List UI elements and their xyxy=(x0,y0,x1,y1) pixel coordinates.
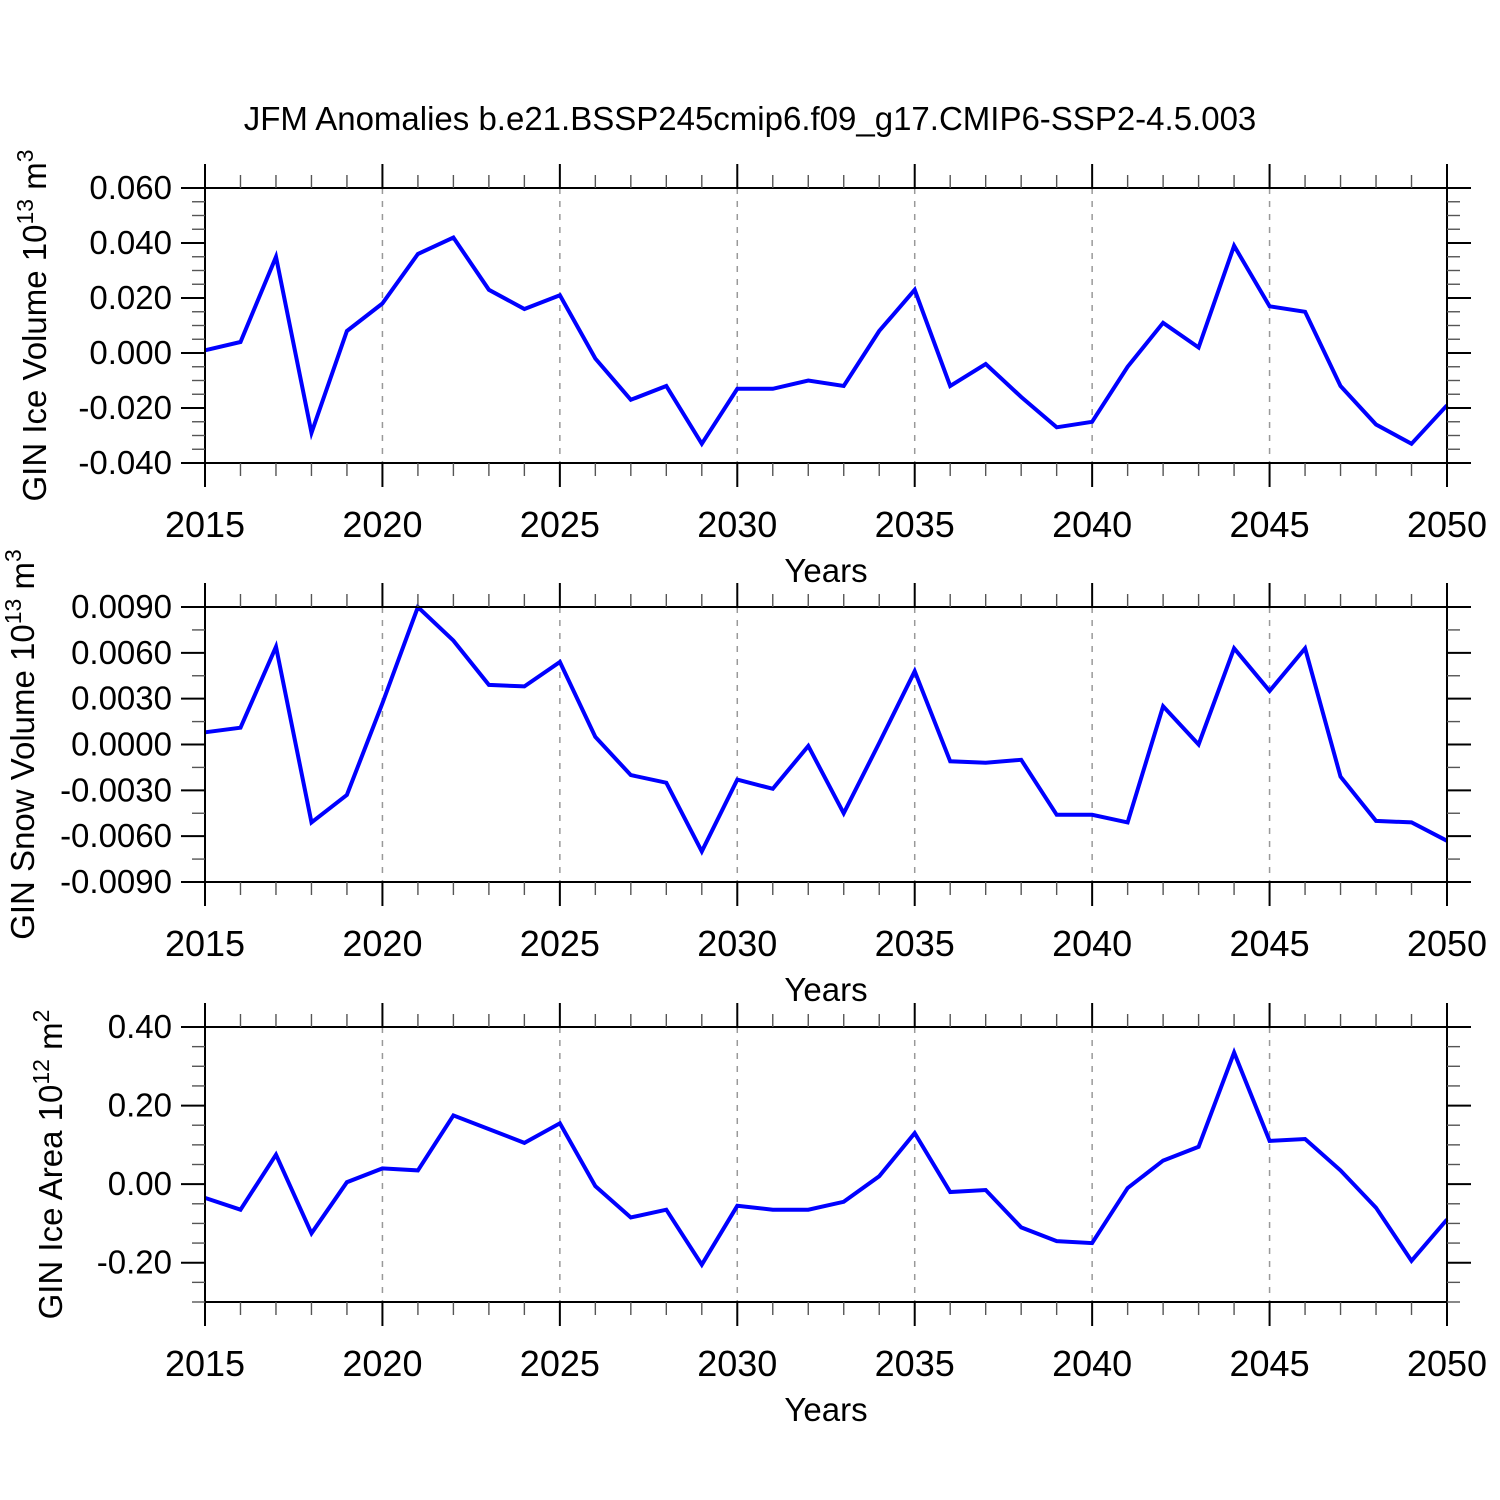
x-tick-label: 2045 xyxy=(1230,504,1310,545)
y-tick-label: 0.020 xyxy=(89,279,172,316)
y-tick-label: -0.020 xyxy=(78,389,172,426)
series-line xyxy=(204,234,1449,448)
x-tick-label: 2035 xyxy=(875,923,955,964)
series-line xyxy=(204,603,1448,856)
series-line xyxy=(204,1046,1449,1269)
x-tick-label: 2025 xyxy=(520,923,600,964)
x-tick-label: 2030 xyxy=(697,504,777,545)
plot-box xyxy=(204,1026,1448,1303)
ice-volume-panel: 2015 2020 2025 2030 2035 2040 2045 2050 -0.040 -0… xyxy=(12,149,1487,589)
x-tick-label: 2045 xyxy=(1230,923,1310,964)
x-tick-label: 2015 xyxy=(165,1343,245,1384)
y-tick-label: 0.0090 xyxy=(71,588,172,625)
x-tick-label: 2015 xyxy=(165,923,245,964)
x-tick-label: 2035 xyxy=(875,504,955,545)
snow-volume-panel: 2015 2020 2025 2030 2035 2040 2045 2050 -0.0090 -… xyxy=(0,549,1487,1008)
x-tick-label: 2050 xyxy=(1407,504,1487,545)
y-tick-label: 0.040 xyxy=(89,224,172,261)
x-tick-label: 2050 xyxy=(1407,1343,1487,1384)
x-tick-label: 2020 xyxy=(342,1343,422,1384)
x-tick-label: 2040 xyxy=(1052,923,1132,964)
y-axis-title: GIN Ice Volume 1013 m3 xyxy=(12,149,53,501)
y-tick-label: -0.040 xyxy=(78,444,172,481)
x-tick-label: 2020 xyxy=(342,923,422,964)
x-tick-label: 2030 xyxy=(697,1343,777,1384)
y-tick-label: -0.0030 xyxy=(60,771,172,808)
y-tick-label: 0.00 xyxy=(108,1165,172,1202)
x-tick-label: 2045 xyxy=(1230,1343,1310,1384)
y-tick-label: -0.0060 xyxy=(60,817,172,854)
y-tick-label: 0.000 xyxy=(89,334,172,371)
y-axis-title: GIN Snow Volume 1013 m3 xyxy=(0,549,41,940)
y-tick-label: 0.060 xyxy=(89,169,172,206)
y-tick-label: 0.40 xyxy=(108,1008,172,1045)
y-tick-label: -0.20 xyxy=(97,1244,172,1281)
y-tick-label: 0.0060 xyxy=(71,634,172,671)
x-axis-title: Years xyxy=(784,1391,867,1428)
x-tick-label: 2035 xyxy=(875,1343,955,1384)
x-axis-title: Years xyxy=(784,552,867,589)
y-tick-label: 0.20 xyxy=(108,1087,172,1124)
x-tick-label: 2040 xyxy=(1052,1343,1132,1384)
plot-box xyxy=(204,606,1448,883)
x-tick-label: 2050 xyxy=(1407,923,1487,964)
ice-area-panel: 2015 2020 2025 2030 2035 2040 2045 2050 -0.20 0.0… xyxy=(28,1003,1487,1428)
chart-title: JFM Anomalies b.e21.BSSP245cmip6.f09_g17… xyxy=(244,100,1257,137)
x-tick-label: 2015 xyxy=(165,504,245,545)
x-axis-title: Years xyxy=(784,971,867,1008)
plot-box xyxy=(204,187,1448,464)
x-tick-label: 2025 xyxy=(520,504,600,545)
y-tick-label: -0.0090 xyxy=(60,863,172,900)
x-tick-label: 2040 xyxy=(1052,504,1132,545)
y-tick-label: 0.0030 xyxy=(71,680,172,717)
x-tick-label: 2020 xyxy=(342,504,422,545)
x-tick-label: 2030 xyxy=(697,923,777,964)
x-tick-label: 2025 xyxy=(520,1343,600,1384)
y-axis-title: GIN Ice Area 1012 m2 xyxy=(28,1010,69,1320)
y-tick-label: 0.0000 xyxy=(71,726,172,763)
